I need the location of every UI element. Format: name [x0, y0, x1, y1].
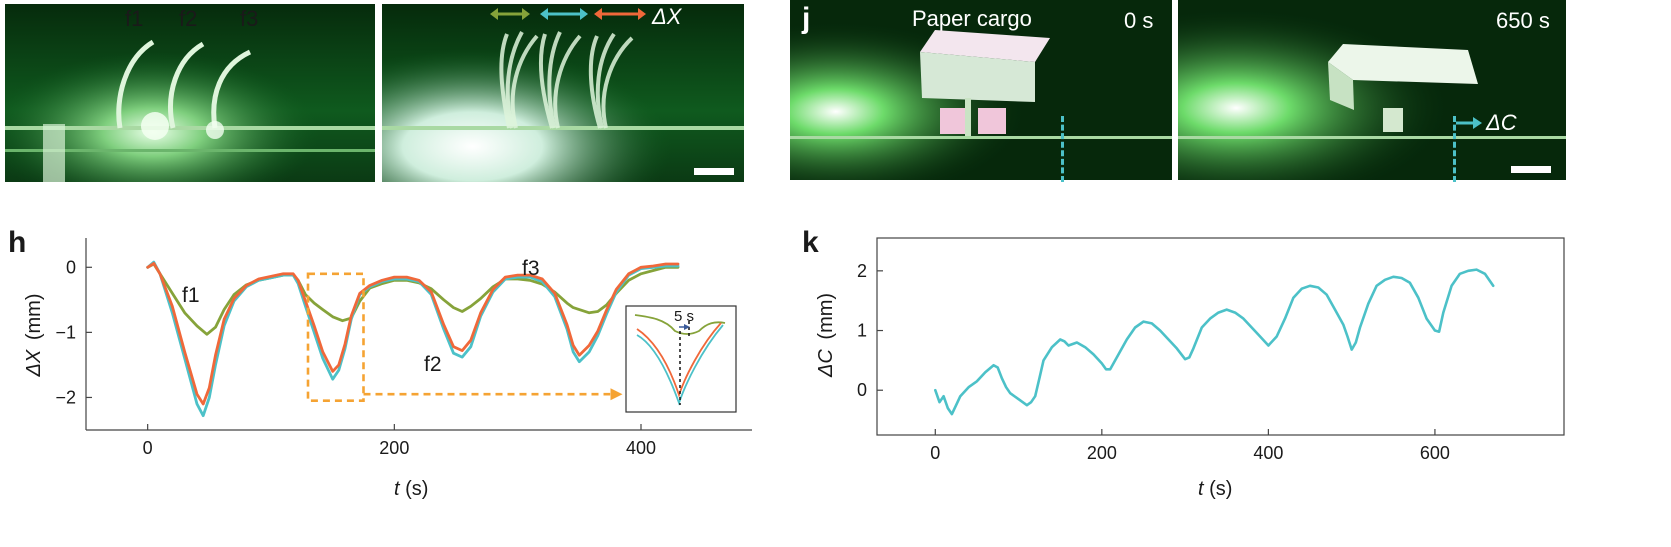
y-tick-label: 0 — [857, 380, 867, 400]
panel-j-letter: j — [802, 2, 810, 36]
inset-label-5s: 5 s — [674, 308, 694, 325]
series-label-f3: f3 — [522, 257, 540, 281]
photo-g-right — [382, 4, 744, 182]
x-tick-label: 600 — [1420, 443, 1450, 463]
label-f3: f3 — [240, 6, 258, 32]
chart-h-xlabel: t (s) — [394, 478, 428, 501]
chart-h-ylabel: ΔX (mm) — [18, 270, 48, 400]
x-tick-label: 0 — [930, 443, 940, 463]
y-tick-label: 2 — [857, 261, 867, 281]
x-tick-label: 400 — [626, 438, 656, 458]
y-tick-label: 0 — [66, 257, 76, 277]
double-arrow-f2-icon — [540, 8, 588, 20]
label-f2: f2 — [179, 6, 197, 32]
ylabel-var: ΔC — [815, 349, 837, 378]
ylabel-var: ΔX — [23, 349, 45, 377]
x-tick-label: 0 — [143, 438, 153, 458]
label-time-650: 650 s — [1496, 8, 1550, 34]
xlabel-unit: (s) — [1209, 478, 1232, 500]
y-tick-label: −2 — [55, 387, 76, 407]
series-line-C — [935, 270, 1493, 415]
chart-k: 0 200 400 600 0 1 2 — [800, 230, 1671, 520]
label-f1: f1 — [125, 6, 143, 32]
highlight-arrow-head — [611, 388, 623, 400]
dashed-marker-left — [1061, 116, 1064, 182]
series-label-f1: f1 — [182, 284, 200, 308]
xlabel-var: t — [394, 478, 400, 500]
label-delta-c: ΔC — [1486, 110, 1517, 136]
ylabel-unit: (mm) — [23, 294, 45, 341]
ylabel-unit: (mm) — [815, 293, 837, 340]
series-label-f2: f2 — [424, 353, 442, 377]
series-line-f1 — [148, 264, 678, 334]
label-paper-cargo: Paper cargo — [912, 6, 1032, 32]
svg-text:ΔX (mm): ΔX (mm) — [23, 294, 45, 378]
chart-k-xlabel: t (s) — [1198, 478, 1232, 501]
xlabel-unit: (s) — [405, 478, 428, 500]
series-line-f2 — [148, 262, 678, 416]
double-arrow-f3-icon — [594, 8, 646, 20]
x-tick-label: 400 — [1253, 443, 1283, 463]
x-tick-label: 200 — [1087, 443, 1117, 463]
label-delta-x: ΔX — [652, 4, 681, 30]
svg-text:ΔC (mm): ΔC (mm) — [815, 293, 837, 378]
chart-k-ylabel: ΔC (mm) — [810, 270, 840, 400]
x-tick-label: 200 — [379, 438, 409, 458]
plot-frame — [877, 238, 1564, 435]
label-time-0: 0 s — [1124, 8, 1153, 34]
y-tick-label: −1 — [55, 322, 76, 342]
double-arrow-f1-icon — [490, 8, 530, 20]
xlabel-var: t — [1198, 478, 1204, 500]
y-tick-label: 1 — [857, 321, 867, 341]
arrow-dc-icon — [1456, 114, 1482, 132]
